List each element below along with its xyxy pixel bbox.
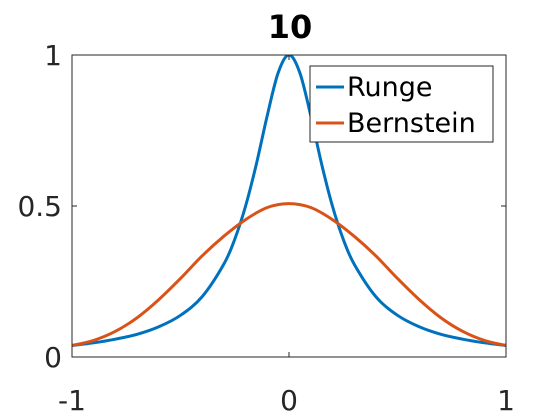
y-tick-label: 0.5 bbox=[17, 190, 62, 223]
y-tick-label: 1 bbox=[44, 39, 62, 72]
series-line-bernstein bbox=[72, 202, 506, 347]
series-line-runge bbox=[72, 55, 506, 348]
chart-title: 10 bbox=[268, 8, 313, 46]
legend-label-bernstein: Bernstein bbox=[347, 108, 476, 139]
series-layer bbox=[72, 55, 506, 348]
y-tick-label: 0 bbox=[44, 341, 62, 374]
x-tick-label: 1 bbox=[497, 384, 515, 417]
legend: Runge Bernstein bbox=[309, 65, 494, 143]
x-tick-label: 0 bbox=[280, 384, 298, 417]
legend-box bbox=[309, 65, 494, 143]
ticks-layer: -1 0 1 0 0.5 1 bbox=[17, 39, 514, 417]
legend-label-runge: Runge bbox=[347, 72, 433, 103]
x-tick-label: -1 bbox=[58, 384, 86, 417]
